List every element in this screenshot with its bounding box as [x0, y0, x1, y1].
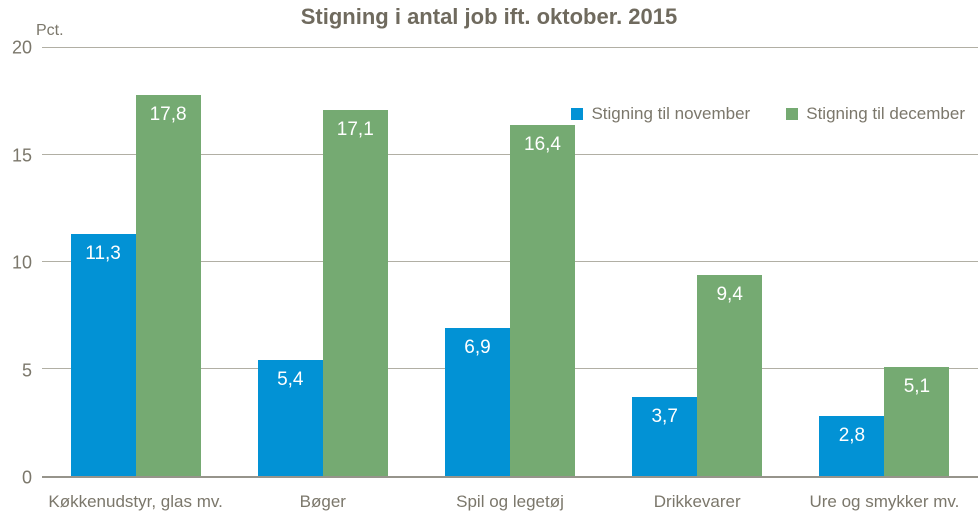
plot-area: 11,3 17,8 5,4 17,1 6,9 16,4 3,7 9,4 2,8 5,1 Stign…: [42, 47, 978, 478]
x-axis: Køkkenudstyr, glas mv. Bøger Spil og leget…: [42, 492, 978, 512]
bar: 5,1: [884, 366, 950, 476]
legend-label: Stigning til november: [591, 104, 751, 123]
bar-group: 6,9 16,4: [416, 48, 603, 476]
legend-item: Stigning til november: [571, 104, 750, 124]
y-tick-label: 10: [11, 252, 32, 273]
x-category-label: Drikkevarer: [653, 492, 741, 511]
legend: Stigning til november Stigning til decemb…: [571, 104, 965, 124]
bar-value-label: 9,4: [716, 283, 743, 305]
bar-group: 5,4 17,1: [229, 48, 416, 476]
bar-group: 2,8 5,1: [791, 48, 978, 476]
bar-value-label: 17,1: [336, 119, 374, 141]
legend-swatch: [786, 108, 799, 120]
y-tick-label: 0: [21, 467, 32, 488]
x-category-label: Bøger: [299, 492, 346, 511]
bar-value-label: 3,7: [651, 405, 678, 427]
x-category-label: Køkkenudstyr, glas mv.: [48, 492, 223, 511]
bar: 5,4: [257, 360, 323, 476]
y-tick-label: 5: [21, 360, 32, 380]
bar: 2,8: [819, 416, 885, 476]
bar: 17,1: [322, 110, 388, 476]
bar: 9,4: [697, 274, 763, 476]
bar: 16,4: [510, 125, 575, 476]
bar-group: 11,3 17,8: [42, 48, 229, 476]
bar-value-label: 5,1: [903, 375, 931, 397]
bar-value-label: 2,8: [838, 425, 866, 447]
bar-value-label: 17,8: [149, 104, 187, 126]
bar-value-label: 11,3: [85, 243, 121, 265]
bar: 11,3: [70, 234, 136, 476]
bar-value-label: 5,4: [277, 369, 304, 391]
y-axis: 0 5 10 15 20: [0, 38, 34, 488]
gridline: [42, 47, 978, 48]
x-category-label: Ure og smykker mv.: [809, 492, 960, 511]
y-tick-label: 15: [11, 145, 32, 165]
bar: 17,8: [135, 95, 201, 476]
bar-value-label: 6,9: [464, 337, 491, 359]
x-category-label: Spil og legetøj: [456, 492, 564, 511]
bar: 3,7: [632, 396, 698, 476]
bar-group: 3,7 9,4: [604, 48, 791, 476]
bar-series-container: 11,3 17,8 5,4 17,1 6,9 16,4 3,7 9,4 2,8 5,1: [42, 48, 978, 476]
legend-swatch: [571, 108, 584, 120]
legend-item: Stigning til december: [786, 104, 965, 124]
legend-label: Stigning til december: [806, 104, 965, 123]
y-axis-unit-label: Pct.: [36, 22, 64, 39]
chart-title: Stigning i antal job ift. oktober. 2015: [300, 4, 678, 29]
bar-value-label: 16,4: [524, 134, 561, 156]
y-tick-label: 20: [11, 37, 32, 58]
bar: 6,9: [445, 328, 510, 476]
